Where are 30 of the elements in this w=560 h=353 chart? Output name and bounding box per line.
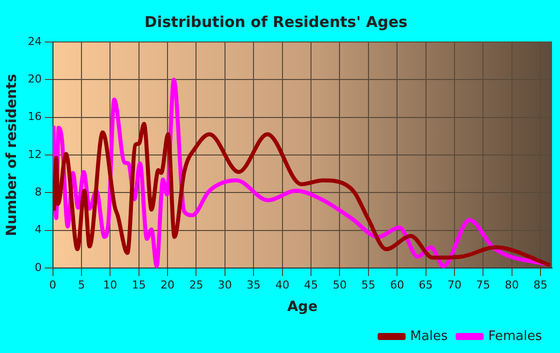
y-tick-label: 20 <box>28 72 42 86</box>
x-tick-label: 50 <box>332 278 347 292</box>
x-tick-label: 5 <box>78 278 85 292</box>
x-tick-label: 10 <box>103 278 118 292</box>
y-tick-label: 12 <box>28 148 42 161</box>
x-tick-label: 70 <box>447 278 462 292</box>
x-tick-label: 15 <box>132 278 146 292</box>
x-tick-label: 85 <box>534 278 548 292</box>
chart-title: Distribution of Residents' Ages <box>144 12 408 31</box>
legend-label: Males <box>410 328 448 344</box>
x-tick-label: 30 <box>218 278 232 292</box>
x-tick-label: 35 <box>246 278 261 292</box>
y-tick-label: 4 <box>34 223 42 236</box>
x-tick-label: 55 <box>361 278 376 292</box>
x-tick-label: 0 <box>49 278 56 292</box>
x-tick-label: 20 <box>160 278 175 292</box>
x-tick-label: 60 <box>390 278 404 292</box>
x-tick-label: 40 <box>275 278 290 292</box>
y-axis-title: Number of residents <box>4 74 20 236</box>
x-tick-label: 25 <box>189 278 204 292</box>
y-tick-label: 8 <box>34 186 42 199</box>
legend-label: Females <box>488 328 542 344</box>
x-axis-title: Age <box>287 299 318 316</box>
y-tick-label: 0 <box>34 260 42 274</box>
x-tick-label: 80 <box>504 278 519 292</box>
x-tick-label: 65 <box>418 278 433 292</box>
y-tick-label: 16 <box>28 110 42 124</box>
x-tick-label: 45 <box>304 278 318 292</box>
x-tick-label: 75 <box>476 278 490 292</box>
y-tick-label: 24 <box>28 34 42 48</box>
